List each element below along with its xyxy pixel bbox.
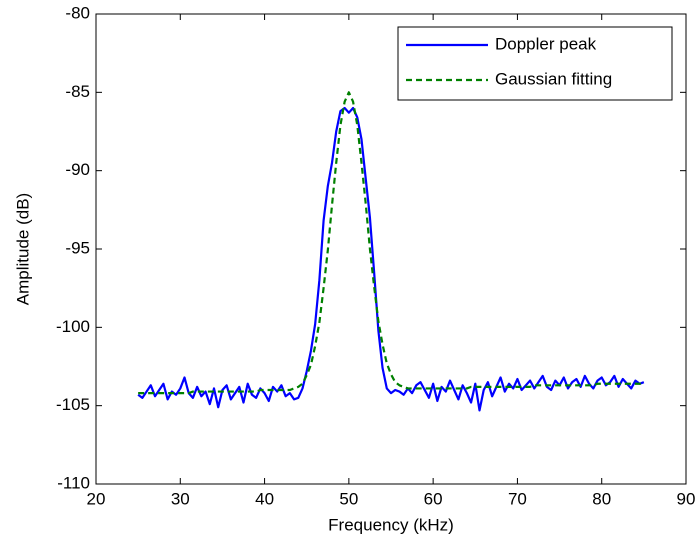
y-axis-label: Amplitude (dB) <box>13 193 32 305</box>
y-tick-label: -90 <box>65 160 90 179</box>
y-tick-label: -85 <box>65 82 90 101</box>
y-tick-label: -100 <box>56 317 90 336</box>
y-tick-label: -80 <box>65 3 90 22</box>
y-tick-label: -95 <box>65 238 90 257</box>
y-tick-label: -110 <box>57 473 90 492</box>
x-axis-label: Frequency (kHz) <box>328 515 454 534</box>
x-tick-label: 70 <box>508 489 527 508</box>
x-tick-label: 30 <box>171 489 190 508</box>
x-tick-label: 60 <box>424 489 443 508</box>
legend-box <box>397 26 673 101</box>
x-tick-label: 20 <box>87 489 106 508</box>
y-tick-label: -105 <box>56 395 90 414</box>
plot-frame <box>95 13 687 485</box>
legend-label: Doppler peak <box>495 34 597 53</box>
x-tick-label: 50 <box>339 489 358 508</box>
x-tick-label: 90 <box>677 489 696 508</box>
x-tick-label: 80 <box>592 489 611 508</box>
legend: Doppler peak Gaussian fitting <box>397 26 673 101</box>
legend-label: Gaussian fitting <box>495 69 612 88</box>
series-line <box>138 91 644 395</box>
x-tick-label: 40 <box>255 489 274 508</box>
